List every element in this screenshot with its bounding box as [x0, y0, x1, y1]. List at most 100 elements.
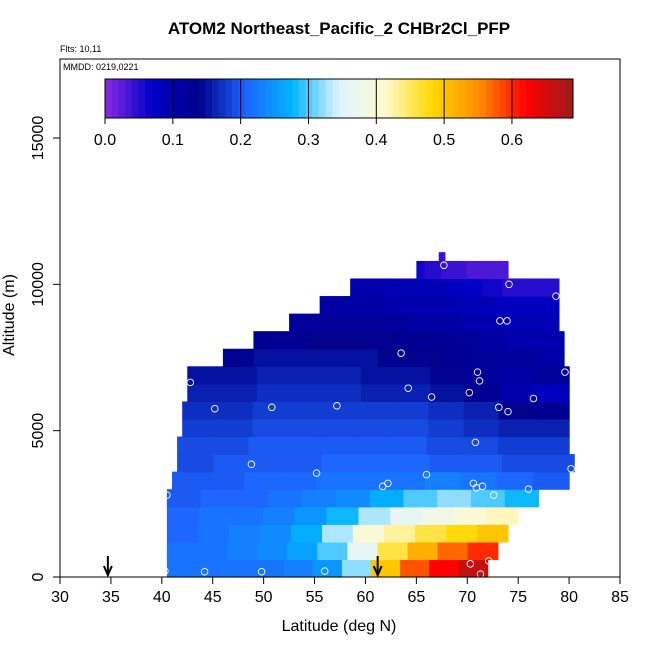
field-cell	[407, 278, 427, 297]
field-cell	[221, 366, 258, 385]
field-cell	[177, 454, 214, 473]
colorbar-segment	[145, 79, 153, 118]
field-cell	[406, 296, 429, 315]
colorbar-segment	[365, 79, 373, 118]
field-cell	[358, 418, 394, 438]
colorbar-segment	[552, 79, 561, 118]
sample-point	[333, 402, 341, 410]
field-cell	[326, 383, 362, 403]
field-cell	[284, 348, 317, 367]
field-cell	[358, 506, 392, 525]
field-cell	[287, 541, 318, 561]
field-cell	[428, 401, 465, 420]
field-cell	[341, 296, 364, 315]
colorbar-segment	[512, 79, 521, 118]
colorbar-segment	[385, 79, 393, 118]
colorbar-segment	[352, 79, 360, 118]
field-cell	[363, 296, 386, 315]
field-cell	[217, 418, 254, 438]
field-cell	[411, 313, 437, 332]
field-cell	[313, 313, 339, 332]
colorbar-segment	[232, 79, 240, 118]
field-cell	[388, 471, 426, 490]
colorbar-segment	[425, 79, 434, 118]
sample-point	[496, 317, 504, 325]
field-cell	[287, 401, 324, 420]
field-cell	[309, 331, 339, 350]
field-cell	[467, 541, 499, 561]
field-cell	[360, 383, 397, 403]
colorbar-segment	[566, 79, 574, 118]
field-cell	[501, 348, 534, 367]
field-cell	[347, 541, 379, 561]
y-tick-label: 15000	[30, 116, 47, 161]
colorbar-segment	[125, 79, 133, 118]
sample-point	[257, 567, 266, 576]
colorbar-segment	[272, 79, 280, 118]
field-cell	[429, 454, 467, 473]
colorbar-segment	[278, 79, 287, 118]
colorbar-segment	[466, 79, 474, 118]
field-cell	[498, 418, 535, 438]
plot-frame	[59, 58, 621, 578]
field-cell	[486, 506, 519, 525]
field-cell	[387, 313, 413, 332]
field-cell	[534, 383, 570, 403]
colorbar-segment	[158, 79, 166, 118]
colorbar-segment	[318, 79, 327, 118]
field-cell	[483, 278, 503, 297]
field-cell	[394, 331, 424, 350]
field-cell	[441, 252, 446, 262]
field-cell	[227, 541, 258, 561]
field-cell	[458, 559, 489, 578]
field-cell	[253, 348, 286, 367]
field-cell	[463, 418, 500, 438]
sample-point	[484, 557, 493, 565]
colorbar-segment	[305, 79, 313, 118]
field-cell	[422, 506, 455, 525]
colorbar-segment	[191, 79, 200, 118]
field-cell	[352, 524, 385, 543]
x-axis: 30 35 40 45 50 55 60 65 70 75 80 85	[51, 577, 629, 606]
field-cell	[393, 418, 429, 438]
x-tick-label: 80	[560, 589, 578, 606]
field-cell	[491, 260, 501, 280]
field-cell	[408, 348, 441, 367]
field-cell	[366, 331, 396, 350]
sample-point	[529, 394, 538, 403]
field-cell	[254, 559, 285, 578]
sample-point	[561, 368, 569, 376]
field-cell	[213, 454, 250, 473]
sample-point	[427, 393, 436, 401]
colorbar-tick-label: 0.4	[365, 132, 387, 149]
colorbar-segment	[211, 79, 220, 118]
flight-marker-arrow	[102, 556, 113, 578]
field-cell	[355, 436, 392, 455]
sample-point	[161, 567, 169, 575]
field-cell	[499, 366, 535, 385]
colorbar-segment	[452, 79, 460, 118]
field-cell	[483, 260, 492, 280]
field-cell	[429, 559, 460, 578]
colorbar-segment	[285, 79, 293, 118]
sample-point	[465, 388, 474, 397]
field-cell	[532, 348, 565, 367]
colorbar-segment	[312, 79, 320, 118]
colorbar-segment	[252, 79, 260, 118]
x-tick-label: 35	[102, 589, 120, 606]
flight-marker-arrow	[372, 556, 383, 578]
colorbar-segment	[405, 79, 414, 118]
field-cell	[196, 559, 226, 578]
x-axis-label: Latitude (deg N)	[282, 618, 397, 635]
field-cell	[460, 471, 498, 490]
x-tick-label: 60	[357, 589, 375, 606]
field-cell	[438, 252, 443, 262]
x-tick-label: 55	[306, 589, 324, 606]
field-cell	[291, 383, 327, 403]
field-cell	[464, 278, 484, 297]
sample-point	[503, 317, 511, 325]
colorbar-segment	[118, 79, 126, 118]
colorbar-segment	[138, 79, 146, 118]
x-tick-label: 65	[407, 589, 425, 606]
colorbar-segment	[379, 79, 387, 118]
